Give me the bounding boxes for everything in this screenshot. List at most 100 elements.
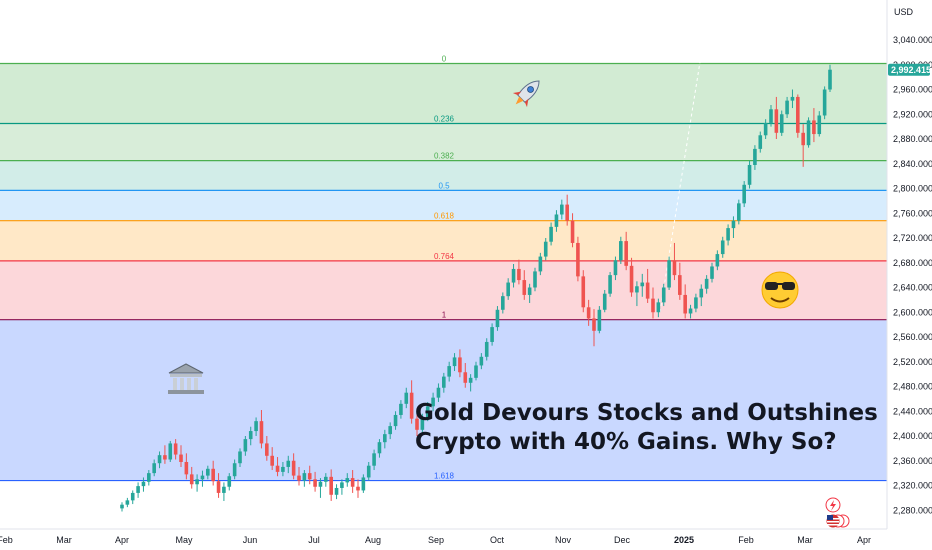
candle <box>747 160 752 189</box>
candle <box>715 250 720 271</box>
candle <box>796 94 800 138</box>
candle <box>238 448 242 467</box>
candle <box>661 283 666 307</box>
candle <box>425 401 430 422</box>
candle <box>511 263 516 288</box>
candle <box>275 457 280 477</box>
rocket-icon <box>512 80 540 108</box>
time-tick-label: Feb <box>738 535 754 545</box>
fib-label-0: 0 <box>442 55 447 64</box>
candle <box>157 451 162 469</box>
time-tick-label: Apr <box>857 535 871 545</box>
candle <box>779 110 784 136</box>
candle <box>581 270 586 313</box>
candle <box>828 64 832 92</box>
candle <box>452 353 457 372</box>
candle <box>120 502 124 512</box>
candle <box>399 400 403 419</box>
price-tick-label: 2,960.000 <box>893 85 932 95</box>
price-tick-label: 2,400.000 <box>893 431 932 441</box>
candle <box>168 440 173 462</box>
candle <box>189 466 194 489</box>
price-tick-label: 2,920.000 <box>893 109 932 119</box>
fib-label-0.764: 0.764 <box>434 252 455 261</box>
candle <box>281 461 285 477</box>
candle <box>136 482 140 498</box>
candle <box>377 439 382 458</box>
candle <box>125 497 130 508</box>
candle <box>602 289 607 313</box>
fib-band-0 <box>0 63 887 124</box>
candle <box>758 131 763 153</box>
fib-band-1 <box>0 319 887 481</box>
candle <box>200 470 205 487</box>
time-tick-label: Mar <box>56 535 72 545</box>
candle <box>731 216 736 238</box>
candle <box>672 242 677 281</box>
candle <box>763 119 768 139</box>
candle <box>753 145 757 170</box>
candle <box>586 299 591 326</box>
fib-band-0.618 <box>0 220 887 261</box>
fib-label-1.618: 1.618 <box>434 472 455 481</box>
candle <box>388 422 392 440</box>
headline-line-2: Crypto with 40% Gains. Why So? <box>415 429 837 455</box>
last-price-badge: 2,992.415 <box>888 63 931 76</box>
time-tick-label: 2025 <box>674 535 694 545</box>
projection-dashed-line <box>659 61 701 313</box>
candle <box>527 283 532 303</box>
candle <box>495 306 500 331</box>
candle <box>163 445 167 464</box>
candle <box>635 281 639 307</box>
candle <box>774 96 779 139</box>
fib-label-0.618: 0.618 <box>434 212 455 221</box>
candle <box>726 224 730 246</box>
candle <box>431 392 435 412</box>
candle <box>463 362 468 388</box>
candle <box>570 213 575 248</box>
candle <box>211 460 215 486</box>
candle <box>345 473 350 487</box>
lightning-icon <box>825 497 841 513</box>
candle <box>404 387 409 409</box>
time-tick-label: Jun <box>243 535 258 545</box>
price-tick-label: 3,040.000 <box>893 35 932 45</box>
candle <box>270 447 274 471</box>
time-axis-ticks: Feb Mar Apr May Jun Jul Aug Sep Oct Nov Dec 2025 Feb… <box>0 535 871 545</box>
time-tick-label: Jul <box>308 535 320 545</box>
candle <box>350 470 355 493</box>
candle <box>420 413 425 434</box>
candle <box>179 445 183 467</box>
candle <box>436 383 441 402</box>
candle <box>517 259 521 285</box>
candle <box>232 459 237 480</box>
fib-band-0.382 <box>0 160 887 191</box>
price-tick-label: 2,280.000 <box>893 505 932 515</box>
price-tick-label: 2,880.000 <box>893 134 932 144</box>
candle <box>576 236 580 282</box>
candle <box>147 470 151 486</box>
bank-building-icon <box>168 363 204 394</box>
candle <box>812 108 816 143</box>
candle <box>619 236 623 264</box>
price-tick-label: 2,520.000 <box>893 357 932 367</box>
price-tick-label: 2,440.000 <box>893 406 932 416</box>
candle <box>458 349 462 378</box>
candle <box>393 411 398 430</box>
candle <box>790 89 795 109</box>
candle <box>656 298 661 318</box>
price-tick-label: 2,720.000 <box>893 233 932 243</box>
fib-band-0.764 <box>0 260 887 320</box>
candle <box>554 210 559 232</box>
candle <box>254 417 258 436</box>
price-tick-label: 2,680.000 <box>893 258 932 268</box>
price-tick-label: 2,320.000 <box>893 481 932 491</box>
candle <box>506 278 510 300</box>
candle <box>479 353 484 370</box>
candle <box>629 257 634 297</box>
candle <box>259 410 264 449</box>
candle <box>522 270 527 300</box>
time-tick-label: Sep <box>428 535 444 545</box>
candle <box>324 473 328 487</box>
